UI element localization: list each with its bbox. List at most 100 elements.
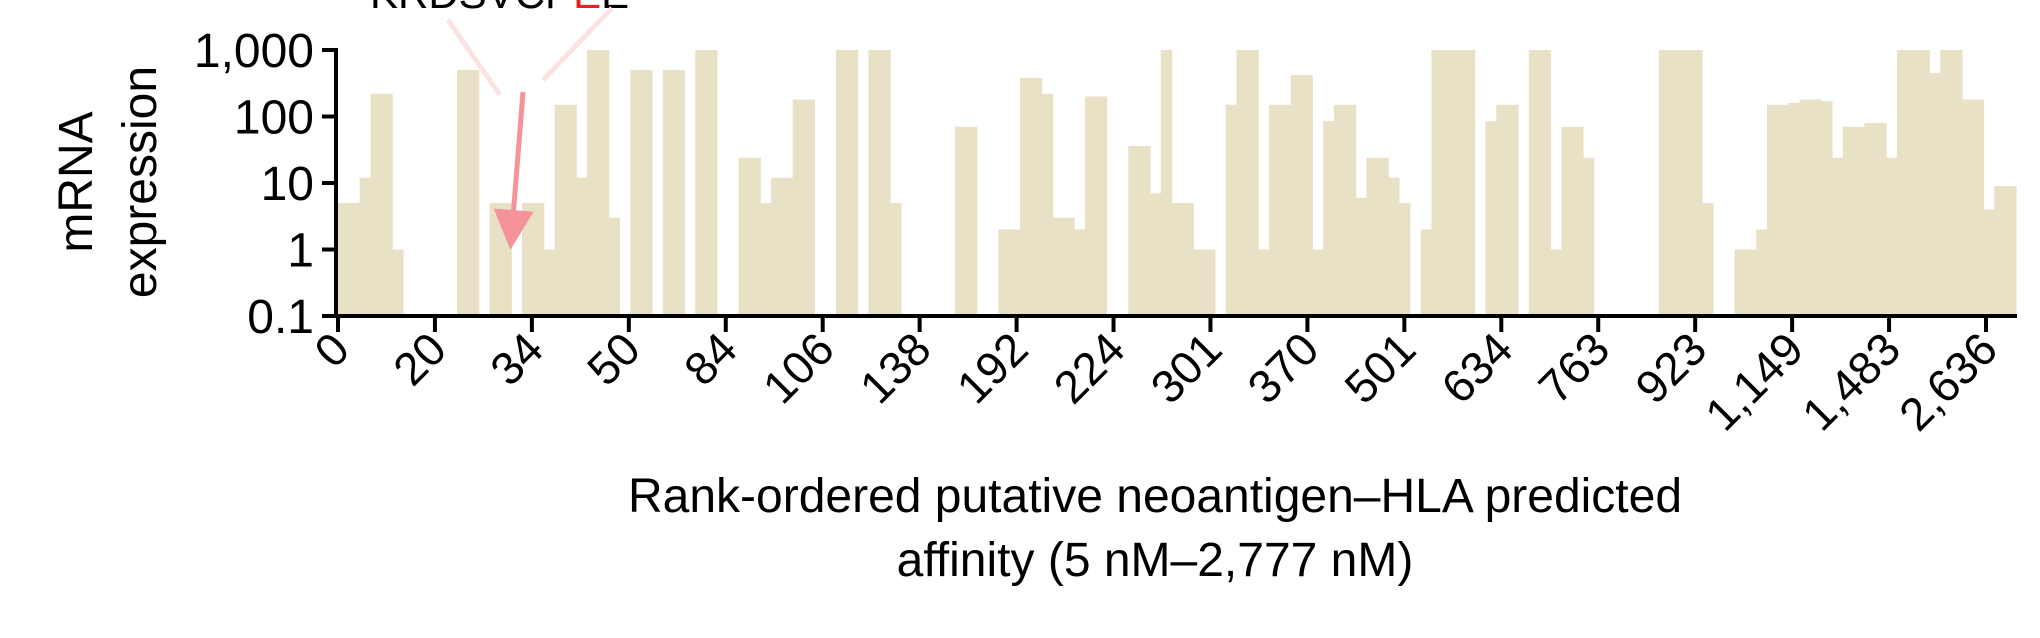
- bar: [1745, 249, 1757, 316]
- bars-group: [338, 50, 2017, 317]
- bar: [662, 70, 675, 317]
- x-tick-label: 106: [753, 322, 844, 413]
- bar: [1420, 229, 1433, 316]
- bar: [1041, 93, 1054, 316]
- bar: [1821, 101, 1833, 317]
- bar: [1063, 217, 1075, 316]
- bar: [457, 70, 469, 317]
- bar: [890, 203, 902, 316]
- bar: [1788, 102, 1801, 317]
- bar: [1204, 249, 1216, 316]
- bar: [543, 249, 556, 316]
- bar: [1799, 99, 1811, 317]
- bar: [1084, 96, 1097, 316]
- bar: [1333, 104, 1346, 316]
- bar: [338, 203, 350, 316]
- bar: [1572, 126, 1584, 316]
- bar: [565, 104, 577, 316]
- bar: [1528, 50, 1541, 316]
- x-tick-label: 301: [1141, 322, 1232, 413]
- bar: [392, 249, 404, 316]
- x-tick-label: 192: [947, 322, 1038, 413]
- bar: [1171, 203, 1184, 316]
- bar: [1193, 249, 1205, 316]
- bar: [1983, 209, 1995, 316]
- bar: [1290, 75, 1303, 316]
- bar: [1550, 249, 1562, 316]
- bar: [1398, 203, 1411, 316]
- bar: [359, 177, 372, 316]
- bar: [955, 126, 967, 316]
- bar: [1972, 99, 1985, 317]
- x-tick-label: 84: [674, 322, 747, 395]
- peptide-highlight-residue: E: [573, 0, 601, 17]
- bar: [1344, 104, 1357, 316]
- bar: [1582, 157, 1595, 316]
- bar: [586, 50, 599, 316]
- bar: [1777, 104, 1790, 316]
- peptide-label: KRDSVCPEE: [370, 0, 629, 17]
- x-tick-label: 370: [1237, 322, 1328, 413]
- y-tick-label: 0.1: [247, 291, 314, 344]
- bar: [1496, 104, 1508, 316]
- bar: [1853, 126, 1866, 316]
- bar: [554, 104, 566, 316]
- bar: [1160, 50, 1173, 316]
- bar: [1842, 126, 1855, 316]
- bar: [706, 50, 718, 316]
- y-tick-label: 1: [287, 225, 314, 278]
- bar: [835, 50, 848, 316]
- bar: [1225, 104, 1238, 316]
- bar: [760, 203, 772, 316]
- y-axis-title: mRNA: [50, 111, 103, 252]
- bar: [1431, 50, 1443, 316]
- bar: [1139, 146, 1151, 316]
- bar: [1279, 104, 1292, 316]
- bar: [1539, 50, 1552, 316]
- bar: [348, 203, 361, 316]
- bar: [1507, 104, 1519, 316]
- bar: [1658, 50, 1671, 316]
- bar: [1994, 186, 2006, 316]
- bar: [1236, 50, 1248, 316]
- bar: [1247, 50, 1259, 316]
- bar: [1030, 77, 1043, 316]
- bar: [1463, 50, 1476, 316]
- bar: [1951, 50, 1963, 316]
- bar: [998, 229, 1010, 316]
- peptide-prefix: KRDSVCP: [370, 0, 573, 17]
- bar: [1864, 122, 1876, 316]
- bar: [1388, 177, 1400, 316]
- callout-line-right: [541, 6, 614, 82]
- bar: [1355, 197, 1368, 316]
- bar: [1323, 121, 1335, 316]
- y-tick-label: 1,000: [194, 25, 314, 78]
- y-ticks-group: 1,000 100 10 1 0.1: [194, 25, 336, 344]
- bar: [1940, 50, 1952, 316]
- y-tick-label: 10: [261, 158, 314, 211]
- bar: [1149, 193, 1162, 316]
- bar: [381, 93, 393, 316]
- bar: [1961, 99, 1974, 317]
- bar: [1669, 50, 1681, 316]
- x-tick-label: 634: [1431, 322, 1522, 413]
- x-tick-label: 763: [1528, 322, 1619, 413]
- x-tick-label: 501: [1334, 322, 1425, 413]
- bar: [1095, 96, 1108, 316]
- bar: [630, 70, 642, 317]
- bar: [1269, 104, 1281, 316]
- bar: [576, 177, 588, 316]
- highlight-arrow: [493, 91, 534, 250]
- x-tick-label: 224: [1044, 322, 1135, 413]
- x-tick-label: 1,149: [1695, 322, 1813, 440]
- bar: [1074, 229, 1086, 316]
- bar: [1052, 217, 1064, 316]
- y-axis-title-line-2: expression: [114, 66, 167, 298]
- bar: [846, 50, 859, 316]
- bar: [1301, 75, 1313, 316]
- bar: [467, 70, 480, 317]
- bar: [1886, 157, 1898, 316]
- bar: [1442, 50, 1454, 316]
- bar: [1377, 157, 1389, 316]
